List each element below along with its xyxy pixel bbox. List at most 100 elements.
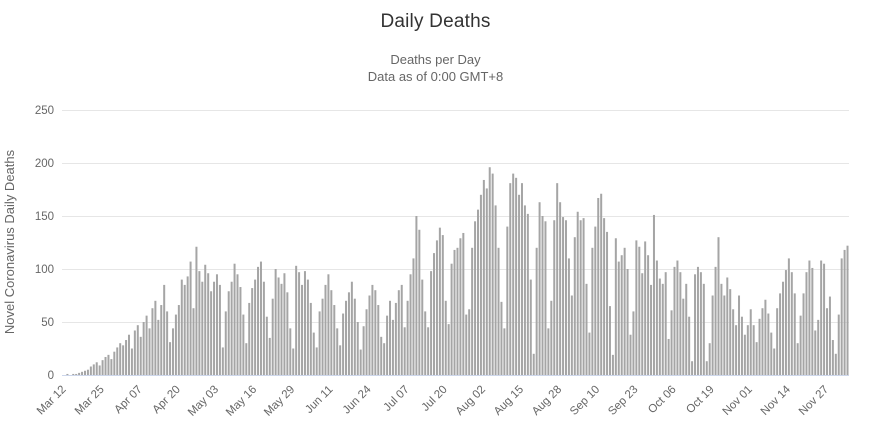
bar[interactable]	[221, 347, 224, 375]
bar[interactable]	[585, 283, 588, 375]
bar[interactable]	[174, 314, 177, 375]
bar[interactable]	[497, 247, 500, 375]
bar[interactable]	[130, 348, 133, 376]
bar[interactable]	[588, 332, 591, 375]
bar[interactable]	[831, 340, 834, 375]
bar[interactable]	[664, 272, 667, 375]
bar[interactable]	[520, 183, 523, 375]
bar[interactable]	[547, 328, 550, 375]
bar[interactable]	[655, 260, 658, 375]
bar[interactable]	[254, 279, 257, 375]
bar[interactable]	[309, 302, 312, 375]
bar[interactable]	[160, 305, 163, 375]
bar[interactable]	[295, 265, 298, 375]
bar[interactable]	[694, 274, 697, 375]
bar[interactable]	[136, 325, 139, 375]
bar[interactable]	[570, 295, 573, 376]
bar[interactable]	[477, 209, 479, 375]
bar[interactable]	[204, 264, 207, 375]
bar[interactable]	[98, 365, 101, 375]
bar[interactable]	[438, 227, 441, 375]
bar[interactable]	[201, 281, 204, 375]
bar[interactable]	[166, 311, 169, 375]
bar[interactable]	[75, 373, 78, 375]
bar[interactable]	[342, 313, 345, 375]
bar[interactable]	[163, 284, 166, 375]
bar[interactable]	[116, 347, 119, 375]
bar[interactable]	[799, 315, 802, 375]
bar[interactable]	[661, 283, 664, 375]
bar[interactable]	[650, 284, 653, 375]
bar[interactable]	[843, 249, 846, 375]
bar[interactable]	[347, 292, 350, 375]
bar[interactable]	[567, 258, 570, 375]
bar[interactable]	[356, 322, 359, 375]
bar[interactable]	[711, 295, 714, 376]
bar[interactable]	[808, 260, 811, 375]
bar[interactable]	[233, 263, 236, 375]
bar[interactable]	[104, 356, 107, 375]
bar[interactable]	[236, 274, 239, 375]
bar[interactable]	[840, 258, 843, 375]
bar[interactable]	[145, 315, 148, 375]
bar[interactable]	[415, 216, 418, 375]
bar[interactable]	[482, 179, 485, 375]
bar[interactable]	[729, 289, 732, 375]
bar[interactable]	[180, 279, 183, 375]
bar[interactable]	[538, 202, 541, 375]
bar[interactable]	[183, 284, 186, 375]
bar[interactable]	[556, 183, 559, 375]
bar[interactable]	[66, 373, 69, 375]
bar[interactable]	[345, 300, 348, 375]
bar[interactable]	[717, 237, 720, 375]
bar[interactable]	[271, 298, 274, 375]
bar[interactable]	[133, 330, 136, 375]
bar[interactable]	[198, 271, 201, 375]
bar[interactable]	[512, 173, 515, 375]
bar[interactable]	[403, 327, 406, 375]
bar[interactable]	[564, 220, 567, 375]
bar[interactable]	[127, 334, 130, 375]
bar[interactable]	[154, 300, 157, 375]
bar[interactable]	[456, 247, 459, 375]
bar[interactable]	[782, 281, 785, 375]
bar[interactable]	[471, 247, 474, 375]
bar[interactable]	[614, 238, 617, 375]
bar[interactable]	[303, 271, 306, 375]
bar[interactable]	[811, 267, 814, 375]
bar[interactable]	[177, 305, 180, 375]
bar[interactable]	[670, 310, 673, 375]
bar[interactable]	[770, 332, 773, 375]
bar[interactable]	[479, 194, 482, 375]
bar[interactable]	[318, 311, 321, 375]
bar[interactable]	[485, 188, 488, 375]
bar[interactable]	[617, 261, 620, 375]
bar[interactable]	[394, 302, 397, 375]
bar[interactable]	[280, 283, 283, 375]
bar[interactable]	[447, 324, 450, 375]
bar[interactable]	[89, 366, 92, 375]
bar[interactable]	[101, 360, 104, 375]
bar[interactable]	[676, 260, 679, 375]
bar[interactable]	[691, 361, 694, 375]
bar[interactable]	[286, 292, 289, 375]
bar[interactable]	[796, 343, 799, 375]
bar[interactable]	[312, 332, 315, 375]
bar[interactable]	[151, 308, 154, 375]
bar[interactable]	[72, 373, 75, 375]
bar[interactable]	[541, 216, 544, 375]
bar[interactable]	[597, 197, 600, 375]
bar[interactable]	[353, 298, 356, 375]
bar[interactable]	[301, 284, 304, 375]
bar[interactable]	[245, 343, 248, 375]
bar[interactable]	[620, 255, 623, 375]
bar[interactable]	[685, 283, 688, 375]
bar[interactable]	[553, 220, 556, 375]
bar[interactable]	[386, 315, 389, 375]
bar[interactable]	[259, 261, 262, 375]
bar[interactable]	[171, 328, 174, 375]
bar[interactable]	[374, 290, 377, 375]
bar[interactable]	[758, 318, 761, 375]
bar[interactable]	[230, 281, 233, 375]
bar[interactable]	[359, 349, 362, 375]
